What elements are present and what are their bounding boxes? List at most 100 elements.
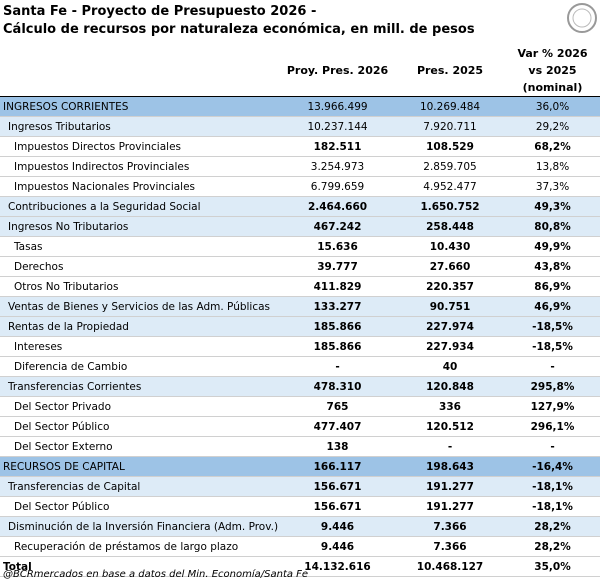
cell-label: Recuperación de préstamos de largo plazo <box>0 536 280 557</box>
cell-value: 477.407 <box>280 416 395 437</box>
cell-value: 296,1% <box>505 416 600 437</box>
cell-value: 27.660 <box>395 256 505 277</box>
cell-value: - <box>505 436 600 457</box>
cell-value: -18,5% <box>505 336 600 357</box>
cell-value: 49,9% <box>505 236 600 257</box>
cell-value: 258.448 <box>395 216 505 237</box>
cell-value: 411.829 <box>280 276 395 297</box>
cell-value: 7.366 <box>395 516 505 537</box>
cell-value: 10.430 <box>395 236 505 257</box>
cell-label: Contribuciones a la Seguridad Social <box>0 196 280 217</box>
cell-value: 227.974 <box>395 316 505 337</box>
cell-value: 227.934 <box>395 336 505 357</box>
table-row: Diferencia de Cambio -40- <box>0 356 600 377</box>
column-header: Proy. Pres. 2026 <box>280 45 395 97</box>
cell-label: INGRESOS CORRIENTES <box>0 96 280 117</box>
cell-value: 138 <box>280 436 395 457</box>
cell-value: - <box>395 436 505 457</box>
table-row: Transferencias Corrientes 478.310 120.848 2… <box>0 376 600 397</box>
table-row: Impuestos Directos Provinciales 182.511 10… <box>0 136 600 157</box>
cell-value: 120.848 <box>395 376 505 397</box>
cell-value: - <box>505 356 600 377</box>
cell-value: 7.366 <box>395 536 505 557</box>
table-row: Rentas de la Propiedad 185.866 227.974 -18,… <box>0 316 600 337</box>
cell-label: Ventas de Bienes y Servicios de las Adm.… <box>0 296 280 317</box>
column-header: Var % 2026 vs 2025 (nominal) <box>505 45 600 97</box>
table-row: Derechos 39.777 27.660 43,8% <box>0 256 600 277</box>
cell-value: 46,9% <box>505 296 600 317</box>
cell-label: Transferencias Corrientes <box>0 376 280 397</box>
cell-value: -18,5% <box>505 316 600 337</box>
cell-value: 3.254.973 <box>280 156 395 177</box>
cell-label: Total <box>0 556 280 577</box>
cell-value: 198.643 <box>395 456 505 477</box>
cell-label: Derechos <box>0 256 280 277</box>
cell-value: -18,1% <box>505 476 600 497</box>
table-row: Ventas de Bienes y Servicios de las Adm.… <box>0 296 600 317</box>
table-row: Ingresos No Tributarios 467.242 258.448 80,… <box>0 216 600 237</box>
header-row: Proy. Pres. 2026 Pres. 2025 Var % 2026 vs … <box>0 45 600 97</box>
cell-value: 39.777 <box>280 256 395 277</box>
table-row: RECURSOS DE CAPITAL 166.117 198.643 -16,4% <box>0 456 600 477</box>
cell-value: 86,9% <box>505 276 600 297</box>
table-row: Del Sector Privado 765 336 127,9% <box>0 396 600 417</box>
cell-value: 185.866 <box>280 316 395 337</box>
cell-value: 80,8% <box>505 216 600 237</box>
cell-value: 166.117 <box>280 456 395 477</box>
cell-value: 28,2% <box>505 536 600 557</box>
table-row: Total 14.132.616 10.468.127 35,0% <box>0 556 600 577</box>
cell-value: 37,3% <box>505 176 600 197</box>
cell-label: Impuestos Indirectos Provinciales <box>0 156 280 177</box>
cell-value: 182.511 <box>280 136 395 157</box>
source: @BCRmercados en base a datos del Min. Ec… <box>3 569 309 580</box>
table-row: Ingresos Tributarios 10.237.144 7.920.711 2… <box>0 116 600 137</box>
cell-value: -18,1% <box>505 496 600 517</box>
cell-label: Del Sector Externo <box>0 436 280 457</box>
cell-label: Intereses <box>0 336 280 357</box>
cell-value: 15.636 <box>280 236 395 257</box>
cell-value: 28,2% <box>505 516 600 537</box>
cell-label: Transferencias de Capital <box>0 476 280 497</box>
cell-label: Impuestos Directos Provinciales <box>0 136 280 157</box>
cell-value: 220.357 <box>395 276 505 297</box>
table-row: Tasas 15.636 10.430 49,9% <box>0 236 600 257</box>
cell-value: 156.671 <box>280 496 395 517</box>
table-row: Impuestos Nacionales Provinciales 6.799.6… <box>0 176 600 197</box>
cell-value: 40 <box>395 356 505 377</box>
cell-value: -16,4% <box>505 456 600 477</box>
table-row: Contribuciones a la Seguridad Social 2.46… <box>0 196 600 217</box>
cell-label: Rentas de la Propiedad <box>0 316 280 337</box>
table-row: Del Sector Público 156.671 191.277 -18,1% <box>0 496 600 517</box>
cell-value: 765 <box>280 396 395 417</box>
table-row: Transferencias de Capital 156.671 191.277-… <box>0 476 600 497</box>
title: Santa Fe - Proyecto de Presupuesto 2026 … <box>3 4 317 19</box>
column-header: Pres. 2025 <box>395 45 505 97</box>
cell-value: 295,8% <box>505 376 600 397</box>
table-row: INGRESOS CORRIENTES 13.966.499 10.269.484 3… <box>0 96 600 117</box>
cell-value: 9.446 <box>280 536 395 557</box>
cell-value: - <box>280 356 395 377</box>
cell-label: RECURSOS DE CAPITAL <box>0 456 280 477</box>
cell-label: Diferencia de Cambio <box>0 356 280 377</box>
cell-value: 2.464.660 <box>280 196 395 217</box>
cell-value: 120.512 <box>395 416 505 437</box>
cell-value: 10.269.484 <box>395 96 505 117</box>
cell-value: 14.132.616 <box>280 556 395 577</box>
table-row: Disminución de la Inversión Financiera (… <box>0 516 600 537</box>
cell-label: Del Sector Público <box>0 416 280 437</box>
cell-value: 7.920.711 <box>395 116 505 137</box>
cell-value: 4.952.477 <box>395 176 505 197</box>
cell-value: 185.866 <box>280 336 395 357</box>
cell-value: 36,0% <box>505 96 600 117</box>
table-row: Del Sector Público 477.407 120.512 296,1% <box>0 416 600 437</box>
cell-value: 133.277 <box>280 296 395 317</box>
cell-value: 68,2% <box>505 136 600 157</box>
cell-value: 467.242 <box>280 216 395 237</box>
cell-value: 49,3% <box>505 196 600 217</box>
table-row: Intereses 185.866 227.934 -18,5% <box>0 336 600 357</box>
cell-label: Ingresos Tributarios <box>0 116 280 137</box>
logo <box>567 3 597 33</box>
cell-value: 10.237.144 <box>280 116 395 137</box>
cell-value: 29,2% <box>505 116 600 137</box>
